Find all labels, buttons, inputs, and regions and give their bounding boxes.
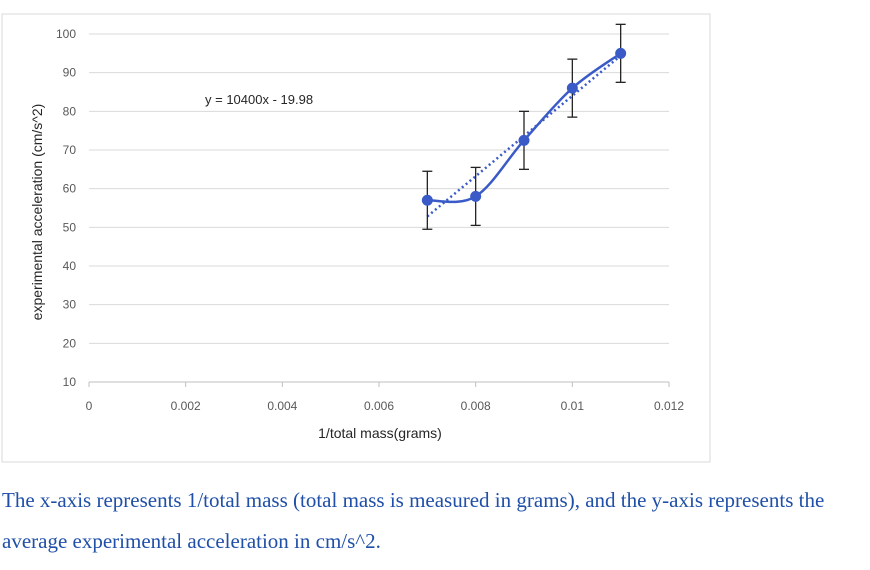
y-tick-label: 20 bbox=[63, 336, 77, 350]
x-tick-label: 0.008 bbox=[461, 399, 491, 413]
data-point bbox=[615, 47, 627, 59]
y-tick-label: 40 bbox=[63, 259, 77, 273]
x-tick-label: 0.002 bbox=[171, 399, 201, 413]
figure-caption: The x-axis represents 1/total mass (tota… bbox=[2, 488, 825, 553]
data-point bbox=[566, 82, 578, 94]
chart: 10 20 30 40 50 60 70 80 90 100 0 0.002 0.004 0.006 0.0… bbox=[1, 13, 711, 463]
y-tick-label: 100 bbox=[56, 27, 76, 41]
y-axis-label: experimental acceleration (cm/s^2) bbox=[29, 104, 45, 321]
x-axis-label: 1/total mass(grams) bbox=[318, 425, 442, 441]
chart-area-border bbox=[1, 13, 711, 463]
y-tick-label: 90 bbox=[63, 66, 77, 80]
x-tick-label: 0.006 bbox=[364, 399, 394, 413]
y-tick-label: 50 bbox=[63, 220, 77, 234]
y-tick-label: 70 bbox=[63, 143, 77, 157]
data-series bbox=[421, 23, 627, 230]
x-tick-label: 0.012 bbox=[654, 399, 684, 413]
y-tick-label: 10 bbox=[63, 375, 77, 389]
x-tick-label: 0 bbox=[86, 399, 93, 413]
tick-labels: 10 20 30 40 50 60 70 80 90 100 0 0.002 0.004 0.006 0.0… bbox=[56, 27, 684, 413]
chart-canvas: 10 20 30 40 50 60 70 80 90 100 0 0.002 0.004 0.006 0.0… bbox=[1, 13, 711, 463]
data-point bbox=[421, 194, 433, 206]
data-point bbox=[518, 134, 530, 146]
data-point bbox=[470, 190, 482, 202]
y-tick-label: 30 bbox=[63, 298, 77, 312]
trendline-equation: y = 10400x - 19.98 bbox=[205, 92, 313, 107]
x-tick-label: 0.01 bbox=[561, 399, 585, 413]
gridlines bbox=[89, 33, 669, 344]
axes bbox=[88, 381, 670, 387]
x-tick-label: 0.004 bbox=[267, 399, 297, 413]
y-tick-label: 60 bbox=[63, 182, 77, 196]
y-tick-label: 80 bbox=[63, 104, 77, 118]
